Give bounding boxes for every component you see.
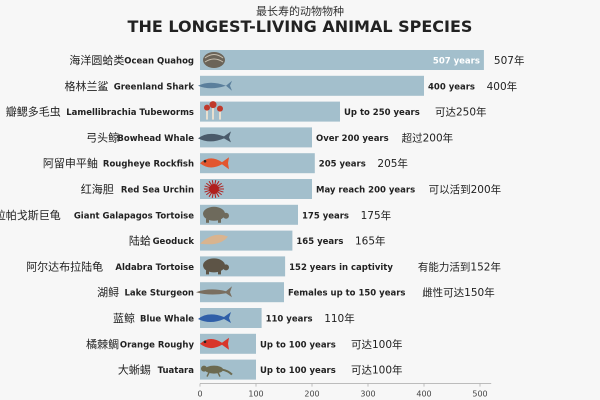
bar [200,308,262,328]
bar [200,101,340,122]
chinese-value-label: 可达100年 [351,338,403,351]
chinese-value-label: 雌性可达150年 [422,286,495,299]
chinese-name: 弓头鲸 [86,130,119,144]
bar-value-label: May reach 200 years [316,186,415,196]
bar [200,75,424,96]
clam-icon [203,52,225,68]
chinese-name: 阿尔达布拉陆龟 [26,259,103,273]
chinese-value-label: 有能力活到152年 [418,260,501,273]
roughy-icon [200,337,229,350]
english-name: Red Sea Urchin [121,186,194,196]
tubeworm-icon [204,101,223,120]
english-name: Bowhead Whale [117,134,194,144]
chinese-value-label: 175年 [361,209,392,222]
x-tick-label: 200 [304,390,319,399]
chinese-name: 蓝鲸 [113,311,135,325]
chart-subtitle: 最长寿的动物物种 [256,5,344,18]
shark-icon [198,80,232,91]
english-name: Greenland Shark [114,82,195,92]
tuatara-icon [201,365,233,377]
chinese-value-label: 165年 [355,235,386,248]
chinese-name: 格林兰鲨 [65,79,109,93]
rockfish-icon [200,157,229,170]
english-name: Tuatara [158,366,195,376]
chinese-name: 瓣鳃多毛虫 [6,105,61,119]
bar-value-label: 205 years [319,160,366,170]
chinese-value-label: 400年 [487,80,518,93]
english-name: Lake Sturgeon [125,289,194,299]
whale-icon [198,131,231,143]
sturgeon-icon [196,286,232,298]
bar-value-label: 507 years [433,57,480,67]
english-name: Blue Whale [140,315,194,325]
bar-value-label: 152 years in captivity [289,263,393,273]
bar-value-label: Up to 250 years [344,108,420,118]
bar-value-label: 110 years [266,315,313,325]
chinese-name: 陆蛤 [129,234,151,248]
bar [200,127,312,148]
tortoise-icon [203,206,229,223]
bar-value-label: Up to 100 years [260,340,336,350]
bar-value-label: Over 200 years [316,134,389,144]
chinese-name: 海洋圆蛤类 [69,53,124,67]
chinese-name: 红海胆 [81,182,114,196]
x-tick-label: 100 [248,390,263,399]
chinese-value-label: 超过200年 [402,131,454,144]
english-name: Rougheye Rockfish [103,160,194,170]
chinese-value-label: 可以活到200年 [429,183,502,196]
bar [200,179,312,199]
english-name: Aldabra Tortoise [115,263,194,273]
english-name: Lamellibrachia Tubeworms [66,108,194,118]
bar-value-label: 165 years [296,237,343,247]
x-tick-label: 0 [197,390,202,399]
chinese-value-label: 110年 [324,312,355,325]
english-name: Ocean Quahog [124,57,194,67]
chinese-value-label: 可达250年 [435,106,487,119]
bar [200,204,298,225]
geoduck-icon [200,234,228,245]
x-tick-label: 300 [360,390,375,399]
chinese-name: 大蜥蜴 [118,363,151,377]
bar-value-label: Up to 100 years [260,366,336,376]
chinese-name: 橘棘鲷 [86,337,119,351]
blue-whale-icon [198,312,231,323]
bar [200,50,484,70]
bar-value-label: 175 years [302,211,349,221]
chinese-value-label: 可达100年 [351,364,403,377]
bar [200,282,284,303]
chart-title: THE LONGEST-LIVING ANIMAL SPECIES [127,17,473,36]
chinese-value-label: 205年 [377,157,408,170]
urchin-icon [204,180,224,198]
english-name: Orange Roughy [120,340,195,350]
tortoise-icon [203,258,229,275]
x-tick-label: 400 [416,390,431,399]
bar-value-label: Females up to 150 years [288,289,405,299]
x-tick-label: 500 [472,390,487,399]
english-name: Geoduck [153,237,195,247]
chinese-value-label: 507年 [494,54,525,67]
chinese-name: 加拉帕戈斯巨龟 [0,208,61,222]
bar [200,359,256,380]
english-name: Giant Galapagos Tortoise [74,211,194,221]
chinese-name: 湖鲟 [97,285,119,299]
bar-value-label: 400 years [428,82,475,92]
chinese-name: 阿留申平鲉 [43,156,98,170]
